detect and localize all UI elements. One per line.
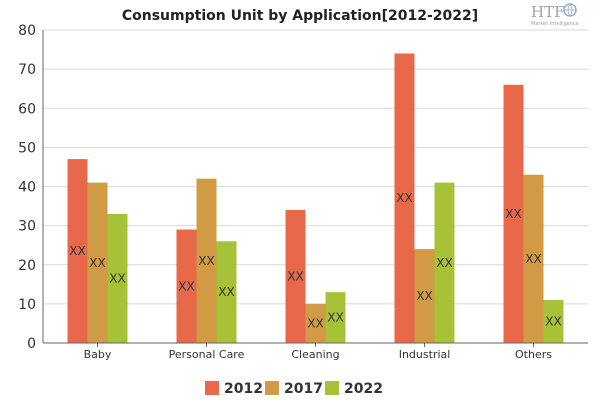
y-tick-label: 80 xyxy=(18,23,36,39)
bar-2017-others xyxy=(523,174,544,343)
axes xyxy=(42,30,588,347)
data-label: XX xyxy=(416,289,432,303)
bar-2017-baby xyxy=(87,182,108,343)
bar-2017-personal-care xyxy=(196,178,217,343)
bar-2012-others xyxy=(503,84,524,344)
y-tick-label: 40 xyxy=(18,180,36,196)
y-tick-label: 50 xyxy=(18,140,36,156)
y-axis-ticks: 0 10 20 30 40 50 60 70 80 xyxy=(18,23,36,352)
logo-tagline: Market Intelligence xyxy=(531,21,579,27)
bar-2017-industrial xyxy=(414,249,435,343)
legend-swatch-2017 xyxy=(265,381,279,395)
legend-label-2022: 2022 xyxy=(344,381,383,397)
bar-2012-baby xyxy=(67,159,88,343)
data-label: XX xyxy=(287,269,303,283)
data-label: XX xyxy=(327,311,343,325)
y-tick-label: 30 xyxy=(18,219,36,235)
x-category-label: Cleaning xyxy=(291,348,339,361)
legend-label-2012: 2012 xyxy=(224,381,263,397)
gridlines xyxy=(43,29,588,305)
data-label: XX xyxy=(307,316,323,330)
data-label: XX xyxy=(525,252,541,266)
x-category-label: Industrial xyxy=(399,348,451,361)
bar-2022-baby xyxy=(107,213,128,343)
x-category-label: Others xyxy=(515,348,552,361)
data-label: XX xyxy=(198,254,214,268)
x-axis-categories: Baby Personal Care Cleaning Industrial Other… xyxy=(84,348,553,361)
y-tick-label: 10 xyxy=(18,297,36,313)
bar-2012-cleaning xyxy=(285,209,306,343)
legend-swatch-2012 xyxy=(205,381,219,395)
legend-label-2017: 2017 xyxy=(284,381,323,397)
bars xyxy=(67,53,564,344)
y-tick-label: 70 xyxy=(18,62,36,78)
brand-logo: HTF Market Intelligence xyxy=(531,3,579,27)
legend: 2012 2017 2022 xyxy=(205,381,383,397)
logo-text: HTF xyxy=(531,3,565,21)
data-label: XX xyxy=(89,256,105,270)
data-labels: XX XX XX XX XX XX XX XX XX XX XX XX XX XX XX xyxy=(69,191,561,330)
bar-2017-cleaning xyxy=(305,303,326,343)
data-label: XX xyxy=(178,279,194,293)
data-label: XX xyxy=(69,244,85,258)
globe-icon xyxy=(563,3,577,17)
data-label: XX xyxy=(218,285,234,299)
x-category-label: Baby xyxy=(84,348,112,361)
data-label: XX xyxy=(505,207,521,221)
data-label: XX xyxy=(396,191,412,205)
bar-2012-industrial xyxy=(394,53,415,343)
y-tick-label: 60 xyxy=(18,101,36,117)
data-label: XX xyxy=(436,256,452,270)
y-tick-label: 20 xyxy=(18,258,36,274)
bar-2022-cleaning xyxy=(325,292,346,343)
bar-2022-industrial xyxy=(434,182,455,343)
data-label: XX xyxy=(109,271,125,285)
chart-title: Consumption Unit by Application[2012-202… xyxy=(122,8,478,24)
bar-2012-personal-care xyxy=(176,229,197,343)
bar-2022-others xyxy=(543,299,564,343)
x-category-label: Personal Care xyxy=(169,348,245,361)
bar-2022-personal-care xyxy=(216,241,237,343)
legend-swatch-2022 xyxy=(325,381,339,395)
data-label: XX xyxy=(545,314,561,328)
y-tick-label: 0 xyxy=(27,336,36,352)
